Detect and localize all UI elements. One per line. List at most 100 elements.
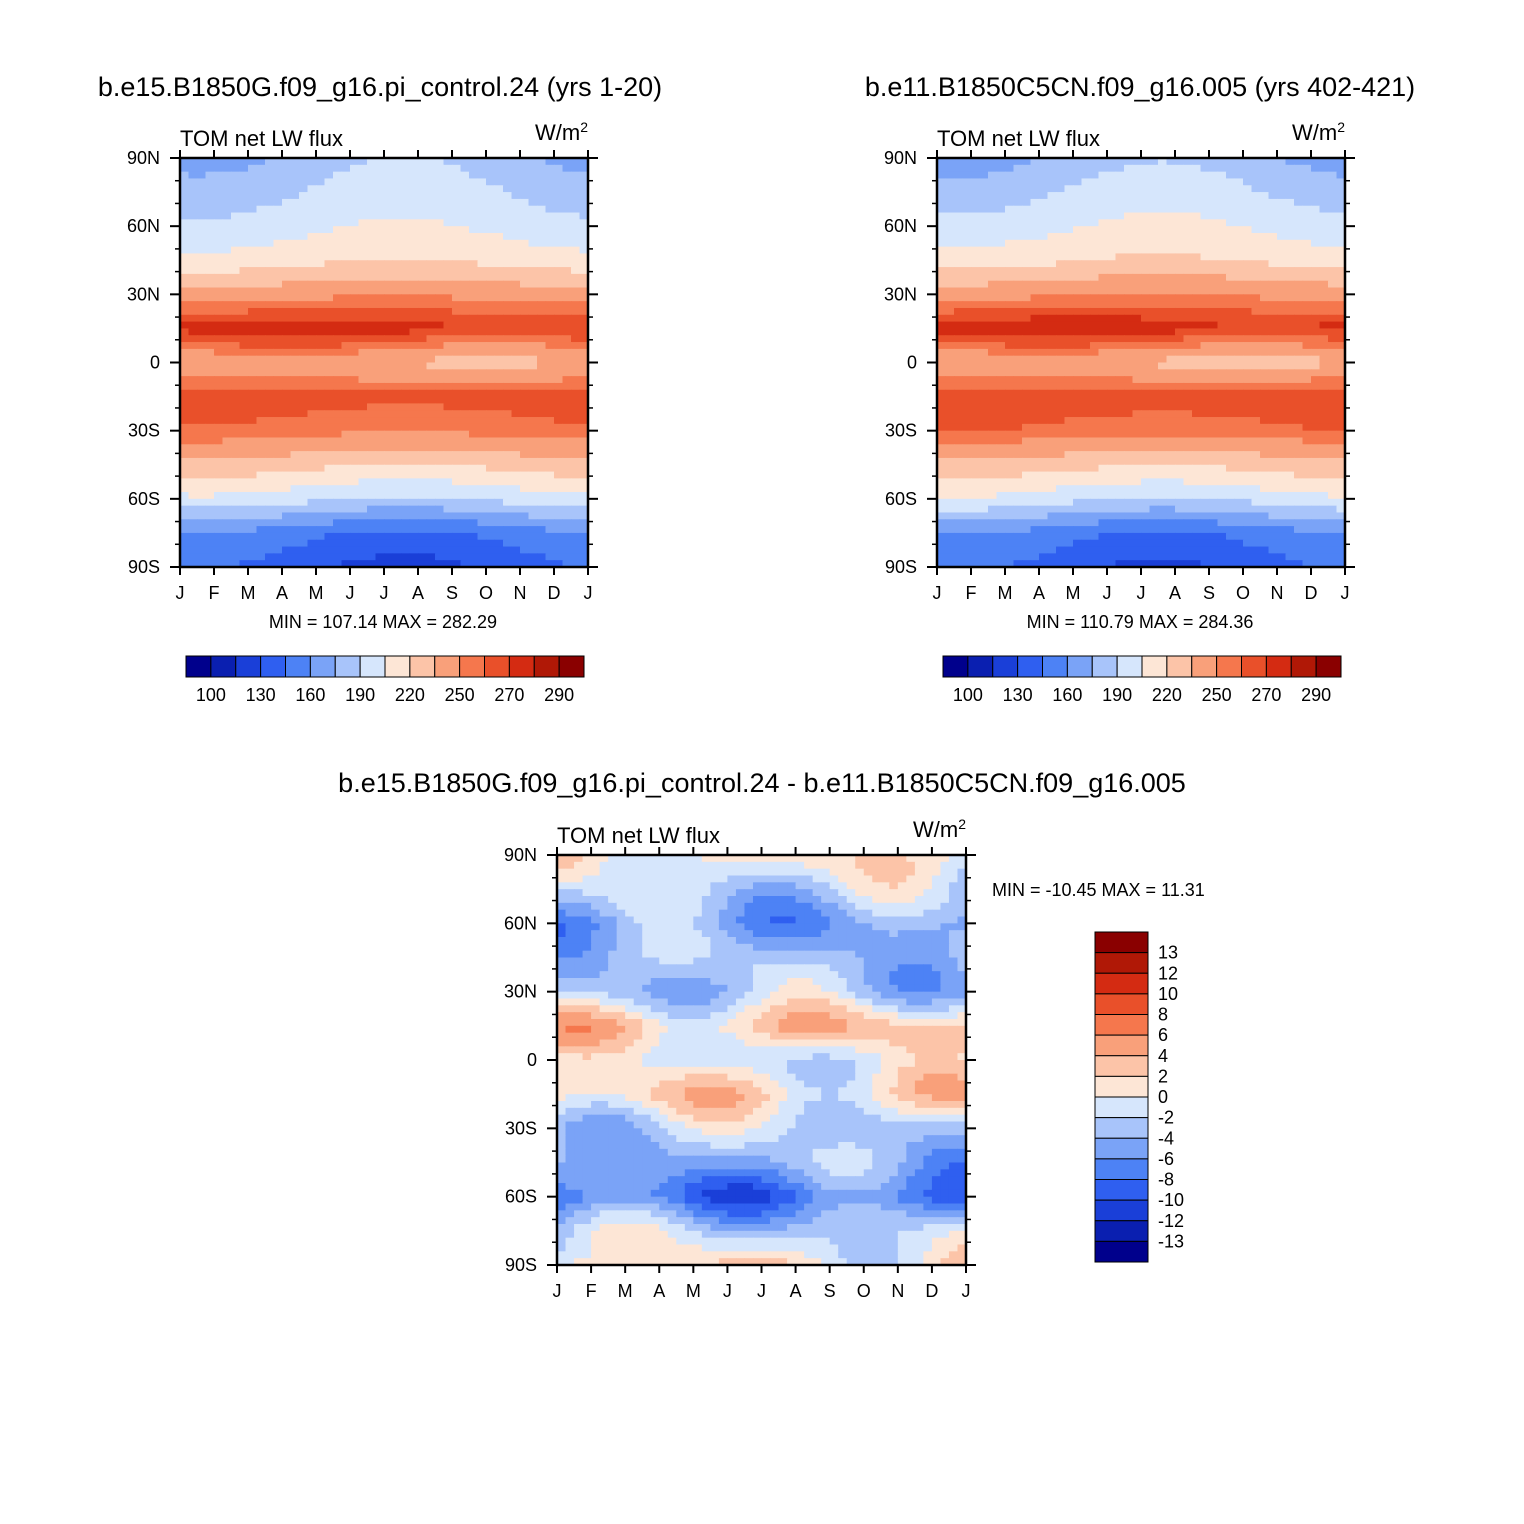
heatmap-cell bbox=[1302, 205, 1312, 214]
heatmap-cell bbox=[1141, 185, 1151, 193]
heatmap-cell bbox=[426, 553, 436, 561]
heatmap-cell bbox=[954, 287, 964, 295]
heatmap-cell bbox=[1090, 219, 1100, 227]
heatmap-cell bbox=[282, 307, 292, 316]
heatmap-cell bbox=[358, 205, 368, 214]
heatmap-cell bbox=[1175, 232, 1185, 241]
heatmap-cell bbox=[205, 307, 215, 316]
heatmap-cell bbox=[350, 410, 360, 418]
heatmap-cell bbox=[197, 369, 207, 377]
heatmap-cell bbox=[350, 212, 360, 220]
heatmap-cell bbox=[248, 403, 258, 411]
heatmap-cell bbox=[954, 226, 964, 234]
heatmap-cell bbox=[333, 226, 343, 234]
heatmap-cell bbox=[1175, 192, 1185, 200]
heatmap-cell bbox=[265, 158, 275, 166]
heatmap-cell bbox=[954, 171, 964, 180]
heatmap-cell bbox=[214, 560, 224, 568]
heatmap-cell bbox=[1132, 192, 1142, 200]
heatmap-cell bbox=[571, 219, 581, 227]
heatmap-cell bbox=[528, 212, 538, 220]
heatmap-cell bbox=[290, 314, 300, 323]
heatmap-cell bbox=[426, 478, 436, 486]
heatmap-cell bbox=[358, 417, 368, 425]
heatmap-cell bbox=[1336, 335, 1346, 343]
heatmap-cell bbox=[996, 171, 1006, 180]
heatmap-cell bbox=[290, 307, 300, 316]
heatmap-cell bbox=[460, 519, 470, 527]
heatmap-cell bbox=[1268, 253, 1278, 261]
heatmap-cell bbox=[188, 410, 198, 418]
heatmap-cell bbox=[324, 519, 334, 527]
heatmap-cell bbox=[409, 410, 419, 418]
heatmap-cell bbox=[469, 539, 479, 548]
heatmap-cell bbox=[435, 301, 445, 309]
heatmap-cell bbox=[426, 505, 436, 514]
heatmap-cell bbox=[1149, 342, 1159, 350]
heatmap-cell bbox=[256, 444, 266, 452]
heatmap-cell bbox=[571, 314, 581, 323]
heatmap-cell bbox=[486, 273, 496, 282]
heatmap-cell bbox=[945, 321, 955, 330]
heatmap-cell bbox=[273, 553, 283, 561]
heatmap-cell bbox=[333, 246, 343, 255]
heatmap-cell bbox=[486, 553, 496, 561]
heatmap-cell bbox=[1132, 287, 1142, 295]
heatmap-cell bbox=[1319, 267, 1329, 275]
heatmap-cell bbox=[1107, 273, 1117, 282]
heatmap-cell bbox=[333, 314, 343, 323]
heatmap-cell bbox=[988, 219, 998, 227]
heatmap-cell bbox=[426, 382, 436, 391]
heatmap-cell bbox=[1302, 171, 1312, 180]
heatmap-cell bbox=[1141, 389, 1151, 398]
heatmap-cell bbox=[1149, 287, 1159, 295]
heatmap-cell bbox=[324, 369, 334, 377]
heatmap-cell bbox=[962, 430, 972, 439]
heatmap-cell bbox=[239, 423, 249, 432]
heatmap-cell bbox=[392, 232, 402, 241]
heatmap-cell bbox=[409, 532, 419, 541]
heatmap-cell bbox=[477, 232, 487, 241]
heatmap-cell bbox=[290, 457, 300, 466]
heatmap-cell bbox=[1209, 246, 1219, 255]
heatmap-cell bbox=[1294, 321, 1304, 330]
heatmap-cell bbox=[1336, 301, 1346, 309]
heatmap-cell bbox=[1090, 273, 1100, 282]
heatmap-cell bbox=[1056, 301, 1066, 309]
heatmap-cell bbox=[554, 232, 564, 241]
heatmap-cell bbox=[996, 369, 1006, 377]
heatmap-cell bbox=[239, 546, 249, 554]
heatmap-cell bbox=[324, 553, 334, 561]
heatmap-cell bbox=[1030, 430, 1040, 439]
heatmap-cell bbox=[273, 280, 283, 289]
heatmap-cell bbox=[1064, 280, 1074, 289]
heatmap-cell bbox=[1158, 410, 1168, 418]
heatmap-cell bbox=[401, 362, 411, 370]
heatmap-cell bbox=[205, 198, 215, 207]
heatmap-cell bbox=[1294, 335, 1304, 343]
heatmap-cell bbox=[1251, 239, 1261, 248]
heatmap-cell bbox=[1268, 301, 1278, 309]
heatmap-cell bbox=[273, 492, 283, 500]
heatmap-cell bbox=[971, 212, 981, 220]
heatmap-cell bbox=[979, 430, 989, 439]
heatmap-cell bbox=[554, 457, 564, 466]
heatmap-cell bbox=[954, 185, 964, 193]
heatmap-cell bbox=[401, 471, 411, 479]
heatmap-cell bbox=[418, 526, 428, 534]
heatmap-cell bbox=[1311, 301, 1321, 309]
heatmap-cell bbox=[494, 205, 504, 214]
heatmap-cell bbox=[528, 492, 538, 500]
heatmap-cell bbox=[1098, 321, 1108, 330]
heatmap-cell bbox=[486, 519, 496, 527]
heatmap-cell bbox=[545, 335, 555, 343]
heatmap-cell bbox=[205, 396, 215, 404]
heatmap-cell bbox=[1200, 239, 1210, 248]
heatmap-cell bbox=[367, 328, 377, 336]
heatmap-cell bbox=[375, 444, 385, 452]
heatmap-cell bbox=[307, 273, 317, 282]
heatmap-cell bbox=[290, 464, 300, 473]
heatmap-cell bbox=[520, 457, 530, 466]
heatmap-cell bbox=[290, 444, 300, 452]
heatmap-cell bbox=[1013, 205, 1023, 214]
